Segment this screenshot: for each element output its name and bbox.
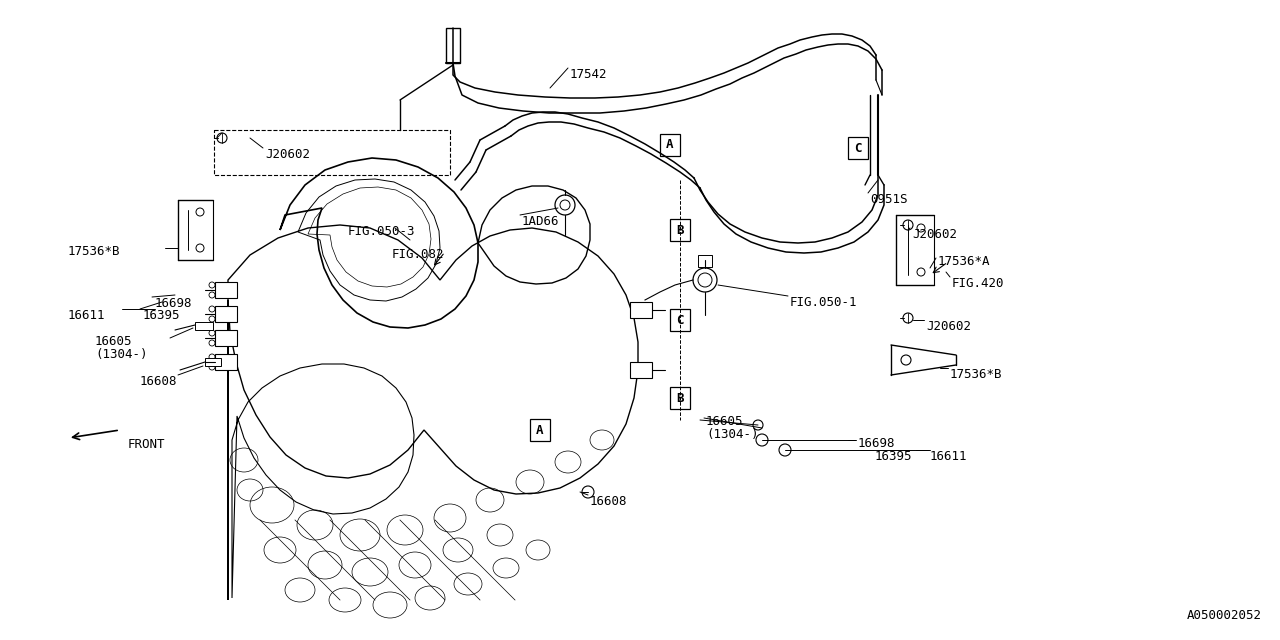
- Text: 17536*B: 17536*B: [68, 245, 120, 258]
- Bar: [530, 419, 550, 441]
- Text: J20602: J20602: [265, 148, 310, 161]
- Text: B: B: [676, 223, 684, 237]
- Circle shape: [209, 316, 215, 322]
- Circle shape: [209, 306, 215, 312]
- Circle shape: [901, 355, 911, 365]
- Text: J20602: J20602: [925, 320, 972, 333]
- Text: 17542: 17542: [570, 68, 608, 81]
- Text: B: B: [676, 392, 684, 404]
- Bar: [215, 330, 237, 346]
- Text: (1304-): (1304-): [707, 428, 759, 441]
- Circle shape: [196, 208, 204, 216]
- Circle shape: [756, 434, 768, 446]
- Bar: [630, 302, 652, 318]
- Circle shape: [902, 220, 913, 230]
- Bar: [849, 137, 868, 159]
- Text: 17536*A: 17536*A: [938, 255, 991, 268]
- Circle shape: [582, 486, 594, 498]
- Text: FIG.050-3: FIG.050-3: [348, 225, 416, 238]
- Text: FRONT: FRONT: [128, 438, 165, 451]
- Text: (1304-): (1304-): [95, 348, 147, 361]
- Circle shape: [209, 340, 215, 346]
- Circle shape: [209, 364, 215, 370]
- Text: 1AD66: 1AD66: [522, 215, 559, 228]
- Bar: [445, 28, 460, 63]
- Circle shape: [209, 330, 215, 336]
- Circle shape: [196, 244, 204, 252]
- Text: A: A: [667, 138, 673, 152]
- Circle shape: [698, 273, 712, 287]
- Circle shape: [780, 444, 791, 456]
- Bar: [215, 354, 237, 370]
- Circle shape: [916, 224, 925, 232]
- Bar: [669, 387, 690, 409]
- Bar: [630, 362, 652, 378]
- Text: 16395: 16395: [876, 450, 913, 463]
- Text: 16395: 16395: [143, 309, 180, 322]
- Bar: [215, 306, 237, 322]
- Circle shape: [209, 354, 215, 360]
- Text: FIG.050-1: FIG.050-1: [790, 296, 858, 309]
- Text: FIG.082: FIG.082: [392, 248, 444, 261]
- Bar: [660, 134, 680, 156]
- Text: 0951S: 0951S: [870, 193, 908, 206]
- Text: A050002052: A050002052: [1187, 609, 1262, 622]
- Text: C: C: [676, 314, 684, 326]
- Circle shape: [902, 313, 913, 323]
- Circle shape: [209, 282, 215, 288]
- Bar: [669, 309, 690, 331]
- Text: FIG.420: FIG.420: [952, 277, 1005, 290]
- Circle shape: [556, 195, 575, 215]
- Text: 16698: 16698: [155, 297, 192, 310]
- Text: 17536*B: 17536*B: [950, 368, 1002, 381]
- Text: 16611: 16611: [68, 309, 105, 322]
- Text: 16608: 16608: [590, 495, 627, 508]
- Bar: [215, 282, 237, 298]
- Circle shape: [209, 292, 215, 298]
- Bar: [669, 219, 690, 241]
- Text: 16611: 16611: [931, 450, 968, 463]
- Bar: [698, 255, 712, 267]
- Bar: [205, 358, 221, 366]
- Circle shape: [218, 133, 227, 143]
- Text: 16605: 16605: [95, 335, 133, 348]
- Text: J20602: J20602: [911, 228, 957, 241]
- Circle shape: [561, 200, 570, 210]
- Text: C: C: [854, 141, 861, 154]
- Circle shape: [753, 420, 763, 430]
- Bar: [195, 322, 212, 330]
- Text: 16698: 16698: [858, 437, 896, 450]
- Text: 16608: 16608: [140, 375, 178, 388]
- Text: 16605: 16605: [707, 415, 744, 428]
- Bar: [214, 130, 451, 175]
- Text: A: A: [536, 424, 544, 436]
- Circle shape: [916, 268, 925, 276]
- Circle shape: [692, 268, 717, 292]
